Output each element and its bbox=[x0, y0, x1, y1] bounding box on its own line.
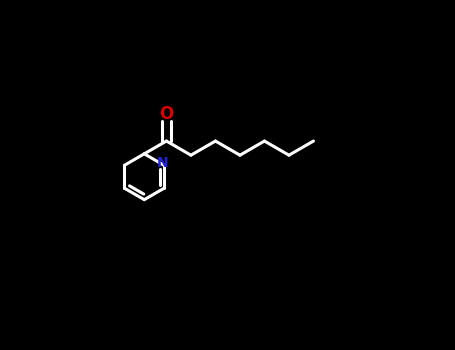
Text: O: O bbox=[159, 105, 173, 123]
Text: N: N bbox=[157, 156, 168, 170]
